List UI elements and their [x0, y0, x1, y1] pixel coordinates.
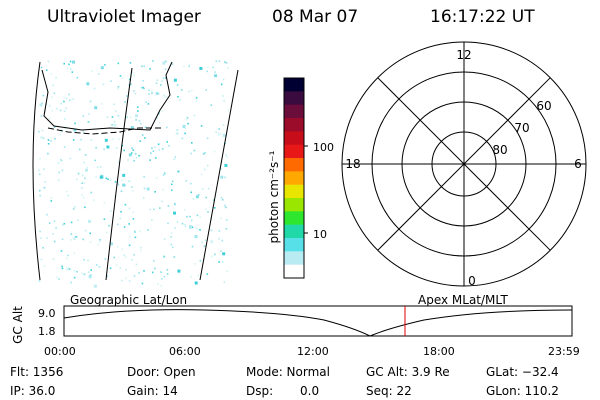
lat-label-80: 80 [492, 143, 507, 157]
colorbar-band [284, 184, 304, 199]
info-seq: Seq: 22 [366, 384, 412, 398]
x-tick-1200: 12:00 [297, 345, 329, 358]
info-glat: GLat: −32.4 [486, 365, 559, 379]
mlt-label-0: 0 [468, 274, 476, 288]
timeline-y-axis-label: GC Alt [11, 306, 25, 344]
colorbar-band [284, 131, 304, 146]
colorbar-band [284, 91, 304, 106]
coastline-dashed [47, 127, 162, 135]
colorbar-band [284, 238, 304, 252]
info-flt: Flt: 1356 [10, 365, 64, 379]
colorbar-band [284, 251, 304, 266]
colorbar-band [284, 104, 304, 119]
colorbar-band [284, 118, 304, 132]
x-tick-0600: 06:00 [169, 345, 201, 358]
lat-label-60: 60 [536, 99, 551, 113]
time-label: 16:17:22 UT [430, 7, 535, 27]
date-label: 08 Mar 07 [272, 7, 359, 27]
app-title: Ultraviolet Imager [47, 7, 201, 27]
info-dsp-value: 0.0 [300, 384, 320, 398]
longitude-line [199, 69, 239, 281]
colorbar-tick-100: 100 [313, 141, 334, 154]
colorbar-band [284, 78, 304, 92]
info-dsp: Dsp: [246, 384, 274, 398]
colorbar-tick-10: 10 [313, 228, 327, 241]
info-door: Door: Open [127, 365, 196, 379]
timeline-plot[interactable] [63, 305, 574, 338]
colorbar-band [284, 171, 304, 186]
uv-emission-speckles [38, 60, 230, 288]
info-ip: IP: 36.0 [10, 384, 56, 398]
x-tick-2359: 23:59 [548, 345, 580, 358]
colorbar [283, 77, 308, 279]
timeline-right-label: Apex MLat/MLT [418, 293, 508, 307]
longitude-line [32, 61, 41, 281]
info-glon: GLon: 110.2 [486, 384, 559, 398]
uv-image-panel [32, 60, 239, 288]
info-mode: Mode: Normal [246, 365, 330, 379]
colorbar-unit-label: photon cm⁻²s⁻¹ [267, 150, 281, 244]
colorbar-band [284, 224, 304, 239]
timeline-left-label: Geographic Lat/Lon [70, 293, 188, 307]
colorbar-band [284, 158, 304, 172]
mlt-label-12: 12 [456, 48, 471, 62]
altitude-curve [63, 309, 573, 337]
mlt-label-18: 18 [345, 157, 360, 171]
timeline-y-tick-top: 9.0 [38, 307, 56, 320]
colorbar-band [284, 264, 304, 279]
info-gc-alt: GC Alt: 3.9 Re [366, 365, 450, 379]
x-tick-1800: 18:00 [423, 345, 455, 358]
longitude-line [105, 67, 133, 281]
info-gain: Gain: 14 [127, 384, 178, 398]
coastline [41, 61, 173, 131]
mlt-label-6: 6 [574, 157, 582, 171]
lat-label-70: 70 [514, 121, 529, 135]
colorbar-band [284, 211, 304, 226]
colorbar-band [284, 144, 304, 159]
colorbar-band [284, 198, 304, 212]
polar-plot: 12 18 6 0 60 70 80 [341, 41, 587, 288]
x-tick-0000: 00:00 [44, 345, 76, 358]
timeline-y-tick-bottom: 1.8 [38, 325, 56, 338]
